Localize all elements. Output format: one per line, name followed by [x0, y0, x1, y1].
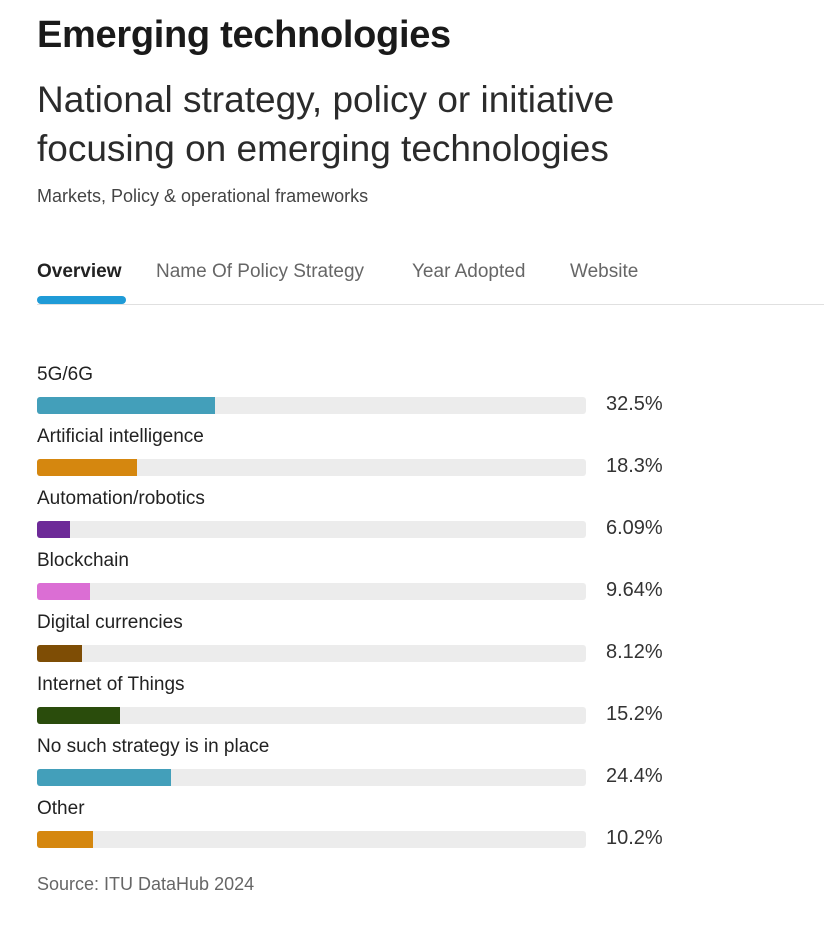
- bar: [37, 521, 71, 538]
- value-label: 18.3%: [606, 455, 663, 477]
- bar: [37, 707, 121, 724]
- tab-website[interactable]: Website: [570, 261, 639, 282]
- bar: [37, 459, 138, 476]
- bar-track: [37, 645, 586, 662]
- tab-bar: Overview Name Of Policy Strategy Year Ad…: [37, 258, 824, 305]
- category-label: 5G/6G: [37, 364, 93, 385]
- category-label: Other: [37, 798, 85, 819]
- source-note: Source: ITU DataHub 2024: [37, 874, 255, 894]
- category-label: Internet of Things: [37, 674, 185, 695]
- category-label: Artificial intelligence: [37, 426, 204, 447]
- bar: [37, 397, 216, 414]
- value-label: 24.4%: [606, 765, 663, 787]
- bar: [37, 831, 93, 848]
- tab-name-of-policy-strategy[interactable]: Name Of Policy Strategy: [156, 261, 365, 282]
- tab-year-adopted[interactable]: Year Adopted: [412, 261, 526, 282]
- category-label: No such strategy is in place: [37, 736, 270, 757]
- bar: [37, 769, 171, 786]
- active-tab-indicator: [37, 296, 126, 304]
- category-label: Markets, Policy & operational frameworks: [37, 186, 369, 206]
- value-label: 8.12%: [606, 641, 663, 663]
- chart-row: Automation/robotics 6.09%: [37, 488, 717, 550]
- bar-track: [37, 521, 586, 538]
- category-label: Automation/robotics: [37, 488, 205, 509]
- bar-track: [37, 769, 586, 786]
- value-label: 6.09%: [606, 517, 663, 539]
- value-label: 10.2%: [606, 827, 663, 849]
- chart-row: Artificial intelligence 18.3%: [37, 426, 717, 488]
- value-label: 15.2%: [606, 703, 663, 725]
- bar-track: [37, 397, 586, 414]
- tab-overview[interactable]: Overview: [37, 261, 122, 282]
- bar-track: [37, 583, 586, 600]
- chart-row: Blockchain 9.64%: [37, 550, 717, 612]
- page-subtitle: National strategy, policy or initiative …: [37, 79, 615, 169]
- chart-row: Other 10.2%: [37, 798, 717, 860]
- value-label: 32.5%: [606, 393, 663, 415]
- chart-row: Internet of Things 15.2%: [37, 674, 717, 736]
- value-label: 9.64%: [606, 579, 663, 601]
- category-label: Blockchain: [37, 550, 129, 571]
- bar-track: [37, 459, 586, 476]
- bar: [37, 645, 82, 662]
- bar-chart: 5G/6G 32.5% Artificial intelligence 18.3% Au…: [37, 364, 717, 860]
- chart-row: 5G/6G 32.5%: [37, 364, 717, 426]
- bar-track: [37, 707, 586, 724]
- chart-row: Digital currencies 8.12%: [37, 612, 717, 674]
- category-label: Digital currencies: [37, 612, 183, 633]
- bar-track: [37, 831, 586, 848]
- chart-row: No such strategy is in place 24.4%: [37, 736, 717, 798]
- bar: [37, 583, 90, 600]
- page-title: Emerging technologies: [37, 14, 451, 56]
